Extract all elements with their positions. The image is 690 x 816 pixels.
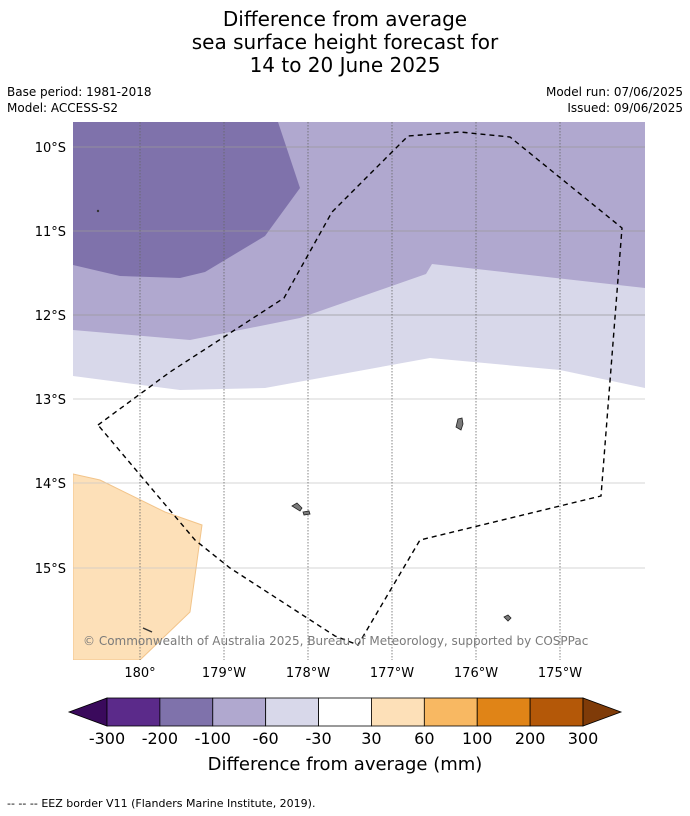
lat-label-13s: 13°S <box>35 393 66 408</box>
colorbar-tick-label: -300 <box>89 729 125 748</box>
colorbar-tick-label: 100 <box>462 729 493 748</box>
lat-label-14s: 14°S <box>35 477 66 492</box>
island-wallis <box>455 417 464 431</box>
colorbar-under-arrow <box>67 697 108 727</box>
longitude-labels: 180° 179°W 178°W 177°W 176°W 175°W <box>124 666 582 681</box>
lat-label-12s: 12°S <box>35 309 66 324</box>
reef-mark <box>142 627 153 633</box>
map-area: © Commonwealth of Australia 2025, Bureau… <box>73 122 645 660</box>
colorbar-tick-label: 30 <box>361 729 381 748</box>
colorbar-tick-label: -100 <box>195 729 231 748</box>
lon-label-175w: 175°W <box>538 666 582 681</box>
meta-left: Base period: 1981-2018 Model: ACCESS-S2 <box>7 84 152 116</box>
island-small-east <box>503 614 512 622</box>
meta-right: Model run: 07/06/2025 Issued: 09/06/2025 <box>546 84 683 116</box>
eez-legend-text: EEZ border V11 (Flanders Marine Institut… <box>41 797 316 810</box>
eez-legend: -- -- -- EEZ border V11 (Flanders Marine… <box>7 797 315 810</box>
island-futuna <box>291 502 303 512</box>
lat-label-15s: 15°S <box>35 562 66 577</box>
colorbar-cells <box>106 697 584 727</box>
title-line-1: Difference from average <box>222 7 468 31</box>
model-name: Model: ACCESS-S2 <box>7 101 119 115</box>
eez-legend-symbol: -- -- -- <box>7 797 38 810</box>
colorbar: -300 -200 -100 -60 -30 30 60 100 200 300 Differen… <box>67 697 623 775</box>
colorbar-tick-label: 60 <box>414 729 434 748</box>
colorbar-tick-label: -60 <box>253 729 279 748</box>
lon-label-178w: 178°W <box>286 666 330 681</box>
lon-label-177w: 177°W <box>370 666 414 681</box>
colorbar-tick-label: -30 <box>305 729 331 748</box>
colorbar-over-arrow <box>582 697 623 727</box>
colorbar-title: Difference from average (mm) <box>208 754 483 775</box>
colorbar-cell <box>423 697 478 727</box>
map-title: Difference from average sea surface heig… <box>0 8 690 77</box>
lat-label-11s: 11°S <box>35 225 66 240</box>
colorbar-cell <box>265 697 319 727</box>
colorbar-tick-label: 200 <box>515 729 546 748</box>
lon-label-176w: 176°W <box>454 666 498 681</box>
colorbar-cell <box>529 697 584 727</box>
colorbar-cell <box>476 697 531 727</box>
eez-border <box>97 131 623 646</box>
colorbar-tick-label: -200 <box>142 729 178 748</box>
lon-label-179w: 179°W <box>202 666 246 681</box>
longitude-lines <box>139 122 561 660</box>
colorbar-tick-label: 300 <box>568 729 599 748</box>
colorbar-cell <box>371 697 425 727</box>
band-neg-100-200 <box>73 122 300 278</box>
latitude-lines <box>73 146 645 569</box>
title-line-2: sea surface height forecast for <box>191 30 499 54</box>
copyright-notice: © Commonwealth of Australia 2025, Bureau… <box>83 634 588 648</box>
issued-date: Issued: 09/06/2025 <box>567 101 683 115</box>
colorbar-tick-labels: -300 -200 -100 -60 -30 30 60 100 200 300 <box>89 729 598 748</box>
band-pos-30-60 <box>73 473 203 660</box>
island-alofi <box>302 510 311 516</box>
latitude-labels: 10°S 11°S 12°S 13°S 14°S 15°S <box>35 141 66 577</box>
colorbar-cell <box>318 697 372 727</box>
base-period: Base period: 1981-2018 <box>7 85 152 99</box>
lon-label-180: 180° <box>124 666 155 681</box>
model-run: Model run: 07/06/2025 <box>545 85 683 99</box>
colorbar-cell <box>159 697 214 727</box>
colorbar-cell <box>106 697 161 727</box>
lat-label-10s: 10°S <box>35 141 66 156</box>
title-line-3: 14 to 20 June 2025 <box>249 53 441 77</box>
colorbar-cell <box>212 697 267 727</box>
shoal-mark <box>96 209 100 213</box>
